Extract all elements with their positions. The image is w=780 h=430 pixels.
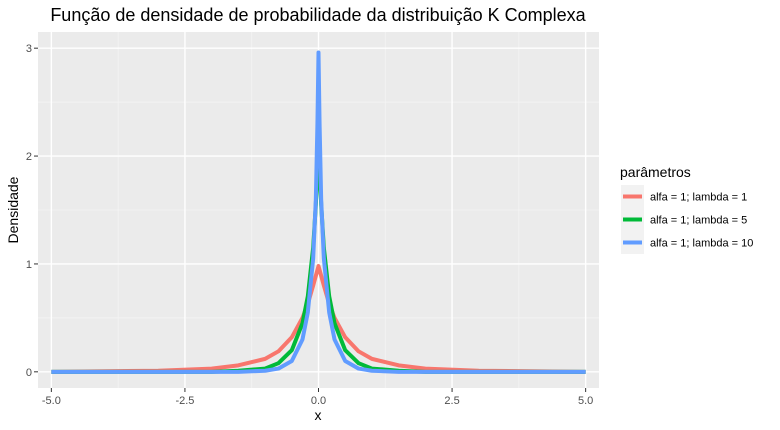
x-axis-ticks: -5.0 -2.5 0.0 2.5 5.0 (42, 388, 593, 407)
x-tick-label: 2.5 (444, 395, 459, 407)
y-tick-label: 2 (26, 151, 32, 163)
x-tick-label: -2.5 (175, 395, 194, 407)
legend-title: parâmetros (620, 164, 691, 180)
series-lines (51, 50, 586, 374)
y-tick-label: 0 (26, 367, 32, 379)
legend-label-3: alfa = 1; lambda = 10 (650, 238, 753, 250)
x-tick-label: -5.0 (42, 395, 61, 407)
y-tick-label: 3 (26, 43, 32, 55)
chart-title: Função de densidade de probabilidade da … (50, 5, 586, 25)
y-axis-ticks: 0 1 2 3 (26, 43, 38, 379)
series-line-1 (51, 264, 586, 374)
x-axis-title: x (315, 407, 322, 423)
series-line-3 (51, 50, 586, 374)
legend-label-1: alfa = 1; lambda = 1 (650, 192, 747, 204)
legend: alfa = 1; lambda = 1 alfa = 1; lambda = 5… (621, 185, 753, 254)
legend-label-2: alfa = 1; lambda = 5 (650, 215, 747, 227)
y-axis-title: Densidade (5, 176, 21, 243)
x-tick-label: 0.0 (311, 395, 326, 407)
x-tick-label: 5.0 (578, 395, 593, 407)
y-tick-label: 1 (26, 259, 32, 271)
